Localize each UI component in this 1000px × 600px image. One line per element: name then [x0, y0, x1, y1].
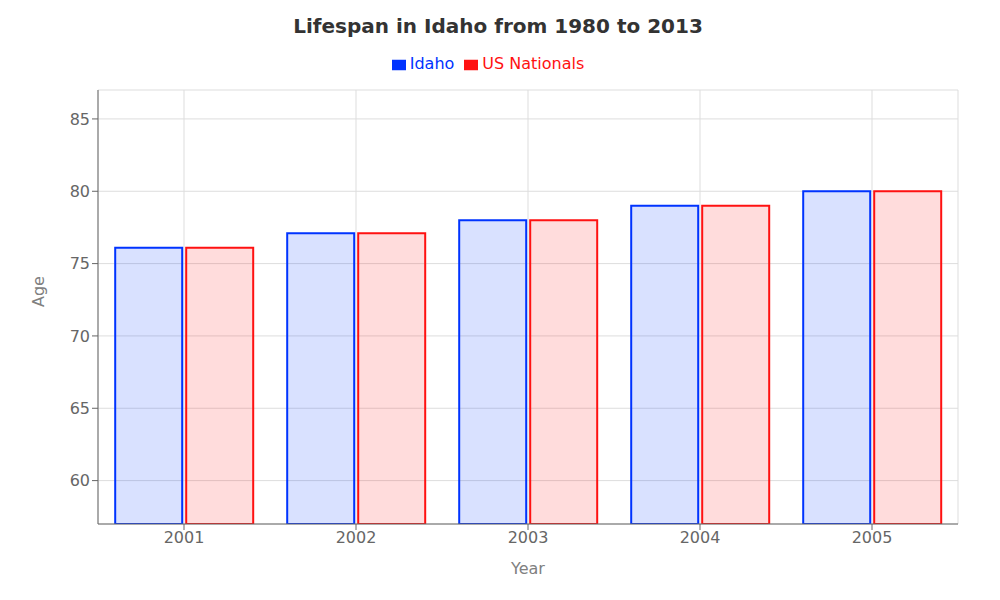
- svg-text:2004: 2004: [680, 528, 721, 547]
- svg-text:80: 80: [70, 182, 90, 201]
- svg-text:2005: 2005: [852, 528, 893, 547]
- svg-text:85: 85: [70, 110, 90, 129]
- html-text:US Nationals: US Nationals: [482, 54, 585, 73]
- svg-text:70: 70: [70, 327, 90, 346]
- svg-text:2001: 2001: [164, 528, 205, 547]
- svg-text:Year: Year: [510, 559, 545, 578]
- html-text:Lifespan in Idaho from 1980 to: Lifespan in Idaho from 1980 to 2013: [293, 14, 703, 38]
- svg-text:2003: 2003: [508, 528, 549, 547]
- svg-text:2002: 2002: [336, 528, 377, 547]
- svg-text:65: 65: [70, 399, 90, 418]
- svg-text:75: 75: [70, 254, 90, 273]
- html-text:Idaho: Idaho: [409, 54, 455, 73]
- svg-text:Age: Age: [29, 276, 48, 307]
- svg-text:60: 60: [70, 471, 90, 490]
